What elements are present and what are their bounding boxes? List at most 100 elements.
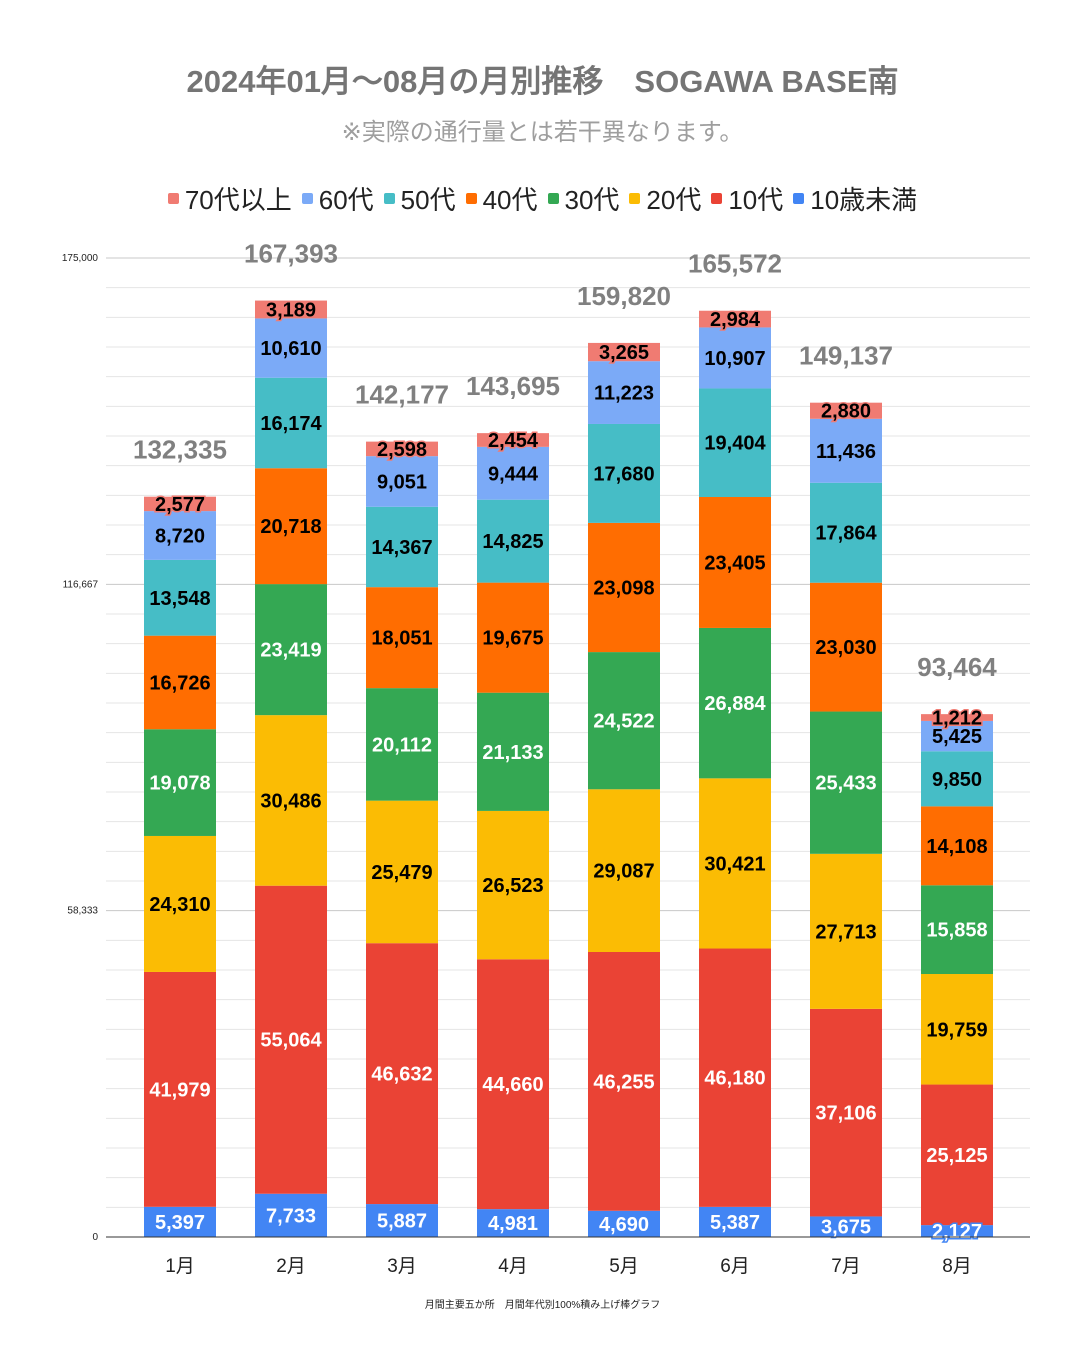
segment-value-label: 30,421 [704, 853, 765, 875]
segment-value-label: 11,223 [594, 383, 654, 405]
segment-value-label: 16,174 [260, 413, 322, 435]
segment-value-label: 19,404 [704, 433, 766, 455]
segment-value-label: 20,718 [260, 516, 321, 538]
bar-segment [588, 361, 660, 424]
x-tick-label: 3月 [387, 1256, 417, 1277]
legend-item[interactable]: 30代 [547, 180, 619, 217]
x-tick-label: 2月 [276, 1256, 306, 1277]
segment-value-label: 7,733 [266, 1205, 316, 1227]
segment-value-label: 5,387 [710, 1212, 760, 1234]
bar-segment [588, 522, 660, 653]
segment-value-label: 19,078 [149, 773, 210, 795]
segment-value-label: 19,759 [926, 1019, 987, 1041]
x-tick-label: 6月 [720, 1256, 750, 1277]
legend-swatch [167, 193, 179, 204]
bar-segment [810, 711, 882, 854]
bar-segment [921, 714, 993, 721]
bar-segment [144, 635, 216, 730]
segment-value-label: 23,419 [260, 640, 321, 662]
x-tick-label: 8月 [942, 1256, 972, 1277]
bar-segment [255, 318, 327, 378]
bar-segment [255, 885, 327, 1194]
bar-segment [366, 506, 438, 588]
bar-segment [366, 800, 438, 944]
bar-segment [144, 1206, 216, 1237]
bar-segment [699, 327, 771, 389]
total-value-label: 93,464 [917, 652, 997, 682]
segment-value-label: 2,984 [710, 309, 761, 331]
bar-segment [810, 418, 882, 483]
bar-segment [255, 584, 327, 716]
legend-item[interactable]: 10歳未満 [793, 180, 917, 217]
segment-value-label: 23,405 [704, 552, 765, 574]
legend-label: 10代 [728, 185, 784, 215]
bar-segment [477, 499, 549, 583]
chart-legend: 70代以上 60代 50代 40代 30代 20代 10代 10歳未満 [0, 180, 1085, 217]
segment-value-label: 37,106 [815, 1103, 876, 1125]
segment-value-label: 10,907 [704, 348, 765, 370]
bar-segment [921, 720, 993, 752]
segment-value-label: 29,087 [593, 861, 654, 883]
bar-segment [255, 300, 327, 319]
bar-segment [255, 468, 327, 585]
bar-segment [144, 971, 216, 1207]
bar-segment [366, 441, 438, 457]
bar-segment [588, 423, 660, 523]
bar-segment [477, 582, 549, 693]
total-value-label: 143,695 [466, 371, 560, 401]
bar-segment [810, 1216, 882, 1237]
legend-item[interactable]: 10代 [711, 180, 783, 217]
chart-title: 2024年01月～08月の月別推移 SOGAWA BASE南 [186, 64, 899, 99]
bar-segment [810, 1008, 882, 1217]
bar-segment [699, 1206, 771, 1237]
segment-value-label: 11,436 [816, 441, 876, 463]
bar-segment [588, 1210, 660, 1237]
segment-value-label: 2,127 [932, 1221, 982, 1243]
bar-segment [255, 715, 327, 886]
legend-item[interactable]: 40代 [465, 180, 538, 217]
bar-segment [699, 627, 771, 779]
segment-value-label: 5,887 [377, 1211, 427, 1233]
legend-item[interactable]: 20代 [629, 180, 701, 217]
bar-segment [921, 974, 993, 1085]
bar-segment [699, 497, 771, 628]
y-tick-label: 0 [92, 1232, 98, 1243]
bar-segment [255, 377, 327, 469]
segment-value-label: 9,850 [932, 769, 982, 791]
y-tick-label: 116,667 [63, 579, 99, 590]
legend-item[interactable]: 60代 [301, 180, 374, 217]
legend-swatch [793, 193, 805, 204]
segment-value-label: 26,884 [704, 693, 766, 715]
total-value-label: 165,572 [688, 249, 782, 279]
chart-footer-caption: 月間主要五か所 月間年代別100%積み上げ棒グラフ [424, 1300, 661, 1311]
segment-value-label: 2,454 [488, 430, 539, 452]
legend-item[interactable]: 70代以上 [167, 180, 292, 217]
segment-value-label: 5,397 [155, 1212, 205, 1234]
segment-value-label: 46,632 [371, 1064, 432, 1086]
segment-value-label: 2,880 [821, 401, 871, 423]
segment-value-label: 15,858 [926, 920, 987, 942]
legend-item[interactable]: 50代 [383, 180, 456, 217]
bar-segment [921, 1225, 993, 1237]
legend-label: 40代 [482, 185, 538, 215]
legend-label: 20代 [646, 185, 702, 215]
bar-segment [144, 559, 216, 636]
bar-segment [588, 342, 660, 362]
bar-segment [588, 789, 660, 952]
segment-value-label: 23,098 [593, 577, 654, 599]
bar-segment [588, 652, 660, 790]
segment-value-label: 17,680 [593, 463, 654, 485]
y-tick-label: 175,000 [62, 253, 99, 264]
total-value-label: 149,137 [799, 341, 893, 371]
legend-swatch [711, 193, 723, 204]
segment-value-label: 55,064 [260, 1030, 322, 1052]
legend-swatch [301, 193, 313, 204]
segment-value-label: 2,598 [377, 439, 427, 461]
x-tick-label: 4月 [498, 1256, 528, 1277]
total-value-label: 142,177 [355, 380, 449, 410]
segment-value-label: 20,112 [372, 734, 432, 756]
bar-segment [477, 810, 549, 960]
segment-value-label: 3,675 [821, 1217, 871, 1239]
bar-segment [477, 446, 549, 500]
